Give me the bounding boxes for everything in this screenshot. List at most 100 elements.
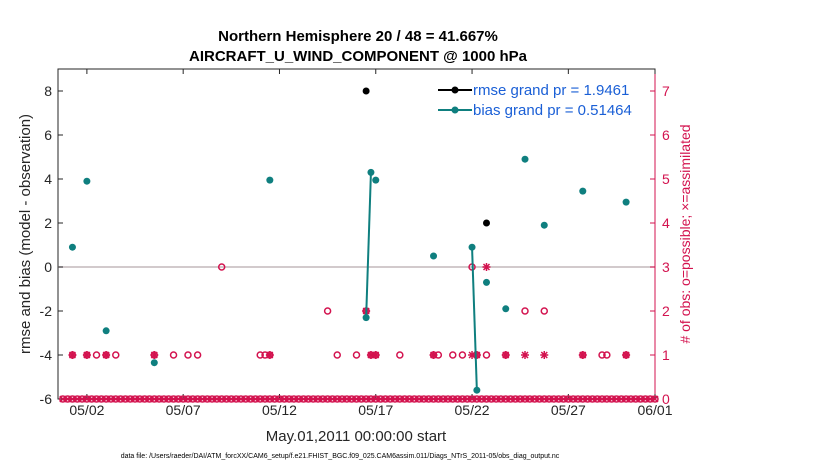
obs-possible-zero [636, 395, 645, 403]
obs-possible-zero [651, 395, 659, 403]
obs-possible-zero [400, 395, 409, 403]
obs-possible-zero [372, 395, 380, 403]
bias-point [362, 314, 370, 322]
bias-line-segment [365, 172, 372, 318]
obs-possible-zero [453, 395, 462, 403]
obs-possible-zero [179, 395, 187, 403]
obs-possible-zero [646, 395, 654, 403]
obs-possible-zero [627, 395, 635, 403]
obs-possible-zero [136, 395, 144, 403]
obs-possible-zero [102, 395, 110, 403]
obs-possible-marker [540, 307, 549, 315]
obs-possible-zero [458, 395, 467, 403]
y-tick-label: -4 [40, 347, 53, 363]
obs-possible-zero [174, 395, 183, 403]
obs-possible-zero [294, 395, 303, 403]
ticks-layer: -6 -4 -2 0 2 4 6 8 0 1 2 3 4 5 6 7 05/02 05/07 05/12 05/17 0… [40, 69, 673, 418]
obs-possible-zero [227, 395, 236, 403]
obs-assimilated-marker [540, 351, 549, 359]
bias-point [521, 155, 529, 163]
obs-possible-zero [376, 395, 385, 403]
obs-possible-zero [506, 395, 515, 403]
obs-possible-zero [444, 395, 452, 403]
obs-possible-marker [333, 351, 341, 359]
obs-possible-zero [603, 395, 611, 403]
obs-possible-zero [540, 395, 549, 403]
obs-possible-zero [487, 395, 496, 403]
obs-possible-marker [458, 351, 467, 359]
obs-possible-zero [530, 395, 539, 403]
obs-possible-zero [526, 395, 534, 403]
y-tick-label: 0 [44, 259, 52, 275]
bias-point [473, 386, 481, 394]
right-tick-label: 7 [662, 83, 670, 99]
obs-possible-zero [579, 395, 587, 403]
bias-point [482, 278, 490, 286]
legend-bias-text: bias grand pr = 0.51464 [473, 102, 632, 119]
obs-possible-zero [280, 395, 289, 403]
bias-point [430, 252, 438, 260]
obs-possible-zero [617, 395, 626, 403]
obs-possible-zero [319, 395, 327, 403]
obs-possible-zero [463, 395, 471, 403]
obs-possible-zero [68, 395, 77, 403]
obs-possible-zero [164, 395, 173, 403]
obs-possible-zero [140, 395, 149, 403]
obs-possible-zero [564, 395, 573, 403]
obs-possible-zero [285, 395, 293, 403]
obs-possible-zero [237, 395, 245, 403]
obs-possible-zero [521, 395, 529, 403]
obs-possible-zero [511, 395, 520, 403]
obs-possible-zero [116, 395, 125, 403]
obs-possible-zero [256, 395, 264, 403]
obs-possible-marker [521, 307, 529, 315]
x-tick-label: 05/27 [551, 402, 586, 418]
legend-rmse-text: rmse grand pr = 1.9461 [473, 82, 629, 99]
legend: rmse grand pr = 1.9461 bias grand pr = 0… [438, 82, 632, 119]
bias-line-segment [471, 247, 478, 391]
obs-possible-zero [193, 395, 202, 403]
obs-possible-zero [622, 395, 630, 403]
obs-possible-zero [612, 395, 621, 403]
obs-possible-zero [213, 395, 221, 403]
obs-possible-zero [410, 395, 419, 403]
obs-possible-marker [323, 307, 332, 315]
obs-possible-marker [169, 351, 178, 359]
obs-possible-zero [59, 395, 67, 403]
obs-possible-zero [497, 395, 505, 403]
obs-possible-zero [386, 395, 394, 403]
obs-possible-zero [266, 395, 274, 403]
obs-possible-marker [184, 351, 192, 359]
obs-possible-zero [554, 395, 563, 403]
obs-possible-marker [449, 351, 457, 359]
y-tick-label: 2 [44, 215, 52, 231]
x-tick-label: 05/02 [69, 402, 104, 418]
bias-point [367, 168, 375, 176]
bias-point [468, 243, 476, 251]
obs-layer [59, 263, 659, 403]
obs-possible-marker [217, 263, 226, 271]
right-tick-label: 1 [662, 347, 670, 363]
x-axis-label: May.01,2011 00:00:00 start [266, 428, 447, 445]
obs-possible-zero [150, 395, 159, 403]
bias-point [622, 198, 630, 206]
obs-assimilated-marker [371, 351, 380, 359]
right-tick-label: 2 [662, 303, 670, 319]
x-tick-label: 06/01 [637, 402, 672, 418]
obs-possible-zero [429, 395, 438, 403]
chart-title-line2: AIRCRAFT_U_WIND_COMPONENT @ 1000 hPa [189, 48, 528, 65]
right-tick-label: 6 [662, 127, 670, 143]
obs-possible-zero [112, 395, 120, 403]
obs-possible-zero [78, 395, 86, 403]
obs-possible-zero [290, 395, 298, 403]
bias-point [102, 327, 110, 335]
obs-possible-zero [545, 395, 553, 403]
x-tick-label: 05/12 [262, 402, 297, 418]
obs-possible-zero [482, 395, 491, 403]
obs-possible-zero [569, 395, 577, 403]
y-tick-label: 6 [44, 127, 52, 143]
obs-possible-zero [155, 395, 163, 403]
plot-area [57, 68, 656, 400]
obs-possible-zero [424, 395, 433, 403]
